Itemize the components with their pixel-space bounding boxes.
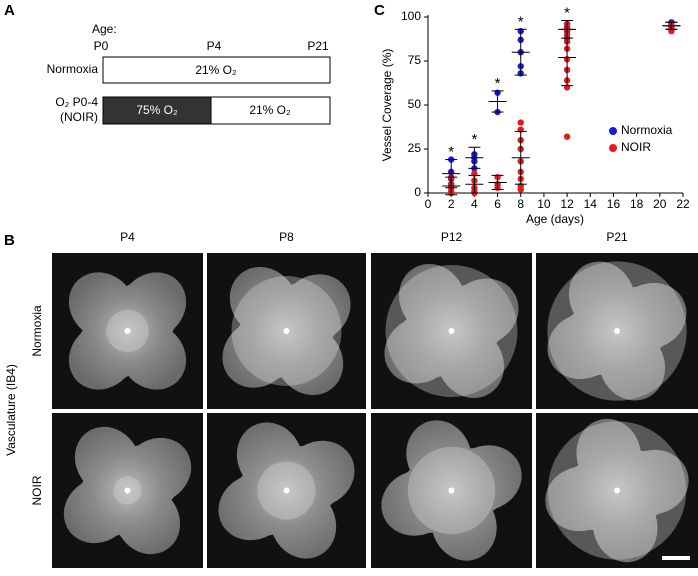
error-bar [514,28,527,76]
legend-marker [609,127,617,135]
row-label: O₂ P0-4 [55,95,98,109]
x-tick-label: 20 [653,197,667,211]
age-tick: P4 [207,39,222,53]
optic-nerve [614,487,620,494]
hyperoxia-box [102,96,212,125]
panel-label: C [374,2,385,19]
condition-box [102,56,331,84]
segment-label: 21% O₂ [249,103,291,117]
y-tick-label: 50 [408,97,422,111]
error-bar [445,176,458,196]
segment-label: 21% O₂ [195,63,237,77]
optic-nerve [448,328,455,334]
error-bar [468,146,481,169]
x-axis-label: Age (days) [526,212,584,226]
optic-nerve [283,487,290,494]
error-bar [468,174,481,194]
panel-label: A [4,2,15,19]
error-bar [665,21,678,30]
optic-nerve [283,328,290,334]
age-label: Age: [92,22,117,36]
segment-label: 75% O₂ [136,103,178,117]
x-tick-label: 6 [494,197,501,211]
y-tick-label: 100 [401,9,421,23]
significance-mark: * [564,4,570,21]
row-label: Normoxia [30,305,44,357]
significance-mark: * [448,144,454,161]
x-tick-label: 2 [448,197,455,211]
age-tick: P21 [307,39,329,53]
y-tick-label: 25 [408,141,422,155]
significance-mark: * [471,131,477,148]
y-tick-label: 0 [414,185,421,199]
error-bar [491,174,504,190]
x-tick-label: 18 [630,197,644,211]
x-tick-label: 0 [425,197,432,211]
significance-mark: * [518,13,524,30]
x-tick-label: 12 [560,197,574,211]
optic-nerve [124,328,131,334]
column-label: P21 [606,230,628,244]
legend-label: NOIR [621,140,651,154]
error-bar [491,90,504,113]
optic-nerve [124,487,131,494]
significance-mark: * [495,75,501,92]
x-tick-label: 10 [537,197,551,211]
legend-label: Normoxia [621,123,673,137]
x-tick-label: 8 [517,197,524,211]
column-label: P4 [120,230,135,244]
x-tick-label: 14 [584,197,598,211]
panel-label: B [4,232,15,249]
optic-nerve [448,487,455,494]
y-label: Vasculature (IB4) [4,364,18,456]
y-axis-label: Vessel Coverage (%) [380,49,394,162]
x-tick-label: 22 [676,197,690,211]
data-point [563,133,571,140]
data-point [517,186,524,193]
column-label: P8 [279,230,294,244]
row-label: (NOIR) [60,110,98,124]
x-tick-label: 16 [607,197,621,211]
error-bar [514,130,527,185]
legend-marker [609,144,617,152]
error-bar [561,28,574,87]
row-label: Normoxia [47,62,99,76]
age-tick: P0 [94,39,109,53]
optic-nerve [614,328,620,334]
x-tick-label: 4 [471,197,478,211]
data-point [517,119,524,126]
row-label: NOIR [30,475,44,505]
column-label: P12 [441,230,463,244]
y-tick-label: 75 [408,53,422,67]
